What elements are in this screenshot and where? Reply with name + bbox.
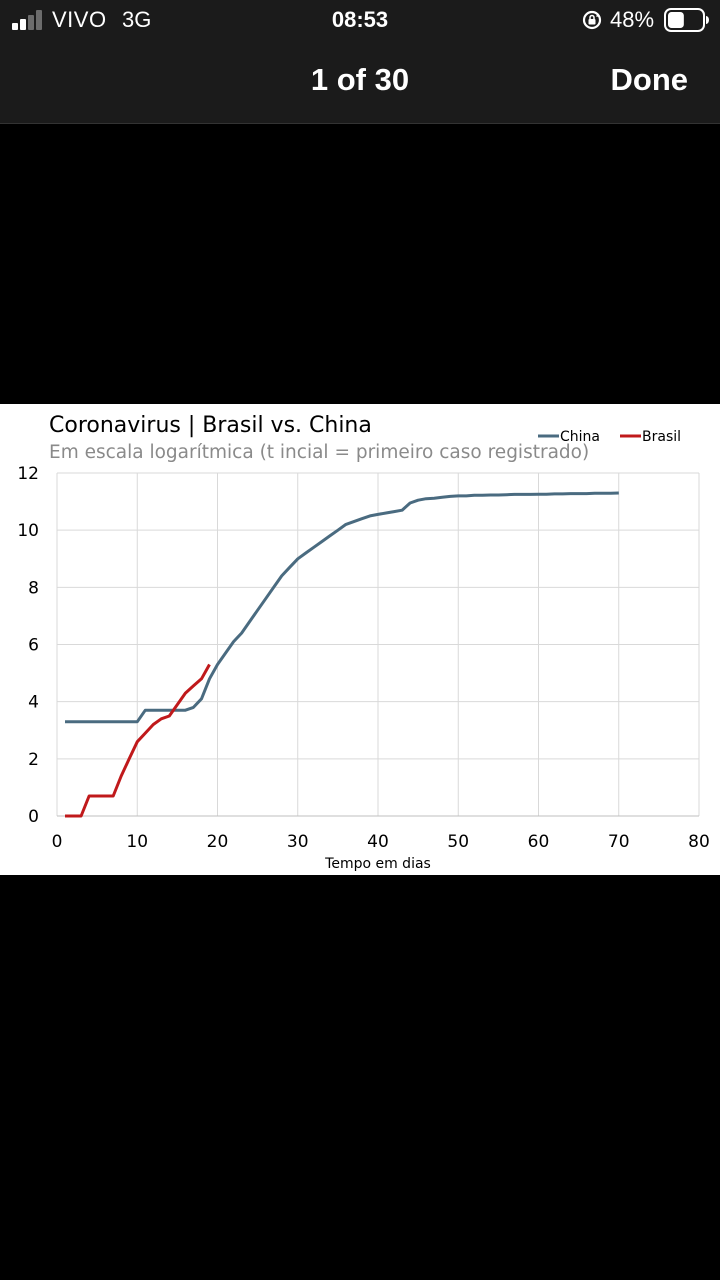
y-tick-label: 4: [28, 693, 39, 713]
orientation-lock-icon: [582, 10, 602, 30]
legend-label-brasil: Brasil: [642, 429, 681, 445]
x-tick-label: 80: [688, 832, 710, 852]
y-tick-label: 6: [28, 636, 39, 656]
battery-icon: [664, 8, 709, 32]
nav-bar: 1 of 30 Done: [0, 40, 720, 124]
image-counter-title: 1 of 30: [310, 62, 410, 97]
x-tick-label: 40: [367, 832, 389, 852]
network-type: 3G: [122, 7, 152, 32]
status-time: 08:53: [331, 7, 389, 32]
y-tick-label: 12: [17, 464, 39, 484]
x-tick-label: 60: [528, 832, 550, 852]
signal-icon: [12, 10, 46, 30]
y-tick-label: 10: [17, 521, 39, 541]
chart-title: Coronavirus | Brasil vs. China: [49, 413, 372, 438]
series-line-china: [65, 491, 619, 724]
line-chart: 0 2 4 6 8 10 12 0 10 20 30 40 50 60 70 80 Tempo em dias C…: [17, 413, 710, 872]
carrier-name: VIVO: [52, 7, 107, 32]
y-tick-label: 8: [28, 578, 39, 598]
chart-image[interactable]: 0 2 4 6 8 10 12 0 10 20 30 40 50 60 70 80 Tempo em dias C…: [0, 404, 720, 875]
x-tick-label: 10: [126, 832, 148, 852]
series-line-brasil: [65, 663, 211, 818]
done-button[interactable]: Done: [610, 62, 689, 97]
x-tick-label: 70: [608, 832, 630, 852]
x-axis-label: Tempo em dias: [324, 856, 431, 872]
y-tick-label: 2: [28, 750, 39, 770]
x-tick-label: 20: [207, 832, 229, 852]
legend-label-china: China: [560, 429, 600, 445]
status-bar: VIVO 3G 08:53 48%: [0, 0, 720, 40]
x-tick-label: 0: [52, 832, 63, 852]
x-tick-label: 50: [447, 832, 469, 852]
x-tick-label: 30: [287, 832, 309, 852]
battery-percentage: 48%: [610, 7, 655, 32]
chart-subtitle: Em escala logarítmica (t incial = primei…: [49, 442, 589, 463]
y-tick-label: 0: [28, 807, 39, 827]
